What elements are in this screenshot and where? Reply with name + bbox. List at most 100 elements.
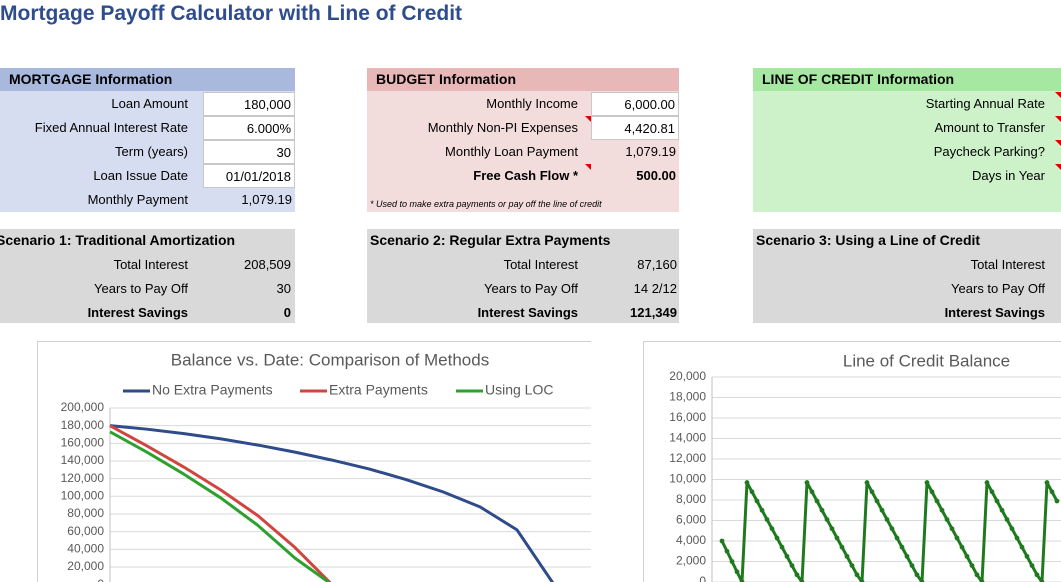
comment-marker <box>1055 116 1061 122</box>
chart: Line of Credit Balance 0 2,000 4,000 6,000 8,… <box>643 341 1061 582</box>
scenario-title: Scenario 3: Using a Line of Credit <box>756 232 981 248</box>
row-label: Paycheck Parking? <box>933 144 1045 159</box>
point <box>719 538 725 544</box>
point <box>834 535 840 541</box>
point <box>959 544 965 550</box>
point <box>909 563 915 568</box>
y-tick-label: 12,000 <box>669 451 706 465</box>
point <box>734 569 740 575</box>
row-label: Total Interest <box>113 257 188 272</box>
page-title: Mortgage Payoff Calculator with Line of … <box>0 2 463 25</box>
point <box>1009 526 1015 532</box>
point <box>889 526 895 532</box>
point <box>954 535 960 541</box>
row-value: 180,000 <box>203 92 295 116</box>
row-value: 500.00 <box>636 168 676 183</box>
row-label: Starting Annual Rate <box>925 96 1045 111</box>
point <box>1039 579 1045 582</box>
point <box>769 526 775 532</box>
point <box>1024 553 1030 559</box>
point <box>979 579 985 582</box>
point <box>849 563 855 568</box>
point <box>879 507 885 513</box>
chart-border <box>37 341 591 582</box>
point <box>814 498 820 504</box>
point <box>799 579 805 582</box>
row-value: 4,420.81 <box>591 116 679 140</box>
scenario-panel <box>0 229 295 323</box>
point <box>969 563 975 568</box>
row-label: Loan Amount <box>111 96 188 111</box>
panel-body <box>753 68 1061 212</box>
point <box>1054 498 1060 504</box>
point <box>744 480 750 485</box>
row-label: Interest Savings <box>87 305 188 320</box>
y-tick-label: 6,000 <box>676 513 706 527</box>
point <box>839 544 845 550</box>
point <box>974 572 980 578</box>
y-tick-label: 80,000 <box>67 506 104 520</box>
point <box>1014 535 1020 541</box>
scenario-panel <box>367 229 679 323</box>
row-label: Loan Issue Date <box>93 168 188 183</box>
point <box>929 489 935 495</box>
row-label: Amount to Transfer <box>934 120 1045 135</box>
point <box>869 489 875 495</box>
comment-marker <box>585 164 591 170</box>
point <box>934 498 940 504</box>
point <box>864 480 870 485</box>
y-tick-label: 40,000 <box>67 541 104 555</box>
point <box>944 517 950 522</box>
point <box>844 553 850 559</box>
chart-border <box>643 341 1061 582</box>
panel-header: LINE OF CREDIT Information <box>753 68 1061 91</box>
y-tick-label: 2,000 <box>676 554 706 568</box>
point <box>914 572 920 578</box>
y-tick-label: 20,000 <box>669 369 706 383</box>
point <box>809 489 815 495</box>
point <box>1044 480 1050 485</box>
row-label: Years to Pay Off <box>484 281 578 296</box>
y-tick-label: 140,000 <box>61 453 105 467</box>
scenario-panel <box>753 229 1061 323</box>
comment-marker <box>1055 164 1061 170</box>
y-tick-label: 20,000 <box>67 559 104 573</box>
scenario-title: Scenario 2: Regular Extra Payments <box>370 232 611 248</box>
point <box>854 572 860 578</box>
point <box>919 579 925 582</box>
point <box>739 579 745 582</box>
point <box>924 480 930 485</box>
row-value: 30 <box>203 140 295 164</box>
comment-marker <box>585 116 591 122</box>
row-value: 30 <box>276 281 291 296</box>
point <box>729 559 735 564</box>
row-value: 1,079.19 <box>241 192 292 207</box>
y-tick-label: 120,000 <box>61 471 105 485</box>
point <box>784 553 790 559</box>
y-tick-label: 10,000 <box>669 472 706 486</box>
row-label: Interest Savings <box>944 305 1045 320</box>
point <box>899 544 905 550</box>
y-tick-label: 200,000 <box>61 400 105 414</box>
y-tick-label: 8,000 <box>676 492 706 506</box>
row-value: 14 2/12 <box>633 281 677 296</box>
point <box>824 517 830 522</box>
row-label: Days in Year <box>972 168 1045 183</box>
row-value: 87,160 <box>637 257 677 272</box>
y-tick-label: 18,000 <box>669 390 706 404</box>
point <box>1029 563 1035 568</box>
point <box>904 553 910 559</box>
scenario-title: Scenario 1: Traditional Amortization <box>0 232 236 248</box>
point <box>939 507 945 513</box>
row-value: 6,000.00 <box>591 92 679 116</box>
point <box>949 526 955 532</box>
point <box>984 480 990 485</box>
legend-label: No Extra Payments <box>152 382 273 398</box>
point <box>819 507 825 513</box>
row-value: 6.000% <box>203 116 295 140</box>
panel-header: MORTGAGE Information <box>0 68 295 91</box>
point <box>999 507 1005 513</box>
comment-marker <box>1055 140 1061 146</box>
point <box>724 548 730 554</box>
